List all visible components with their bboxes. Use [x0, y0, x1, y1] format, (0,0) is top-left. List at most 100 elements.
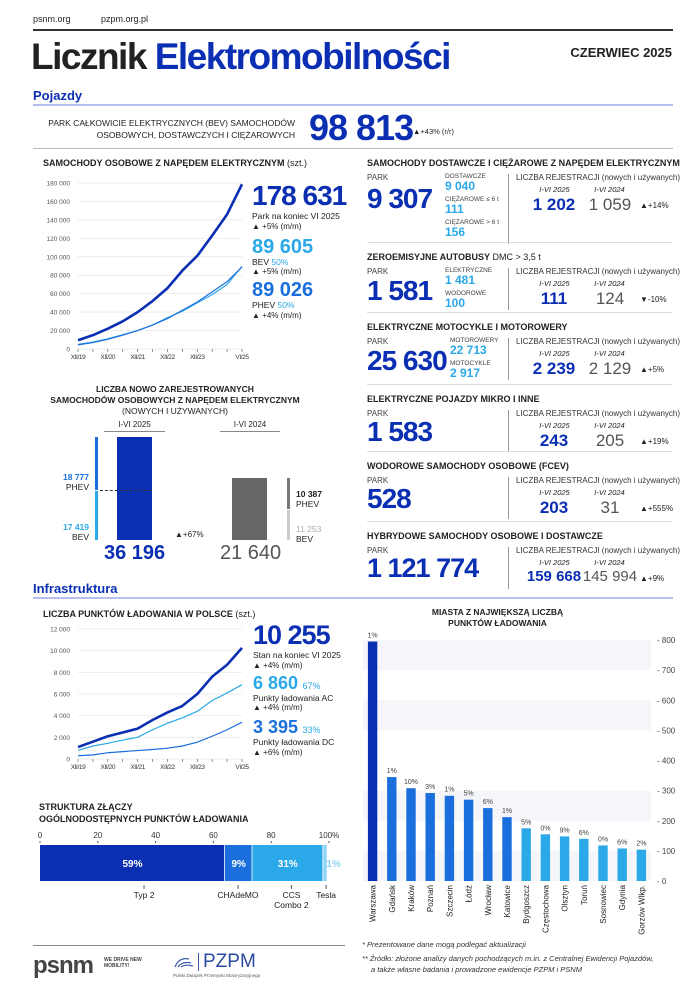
- city-bar: [598, 845, 608, 881]
- cities-title-1: MIASTA Z NAJWIĘKSZĄ LICZBĄ: [431, 607, 564, 617]
- cities-chart-title: MIASTA Z NAJWIĘKSZĄ LICZBĄ PUNKTÓW ŁADOWA…: [355, 607, 640, 629]
- city-data-label: 6%: [483, 799, 493, 806]
- city-label: Olsztyn: [561, 885, 570, 912]
- box-title-extra: DMC > 3,5 t: [490, 252, 541, 262]
- cars-chart-unit: (szt.): [287, 158, 308, 168]
- box-title-text: ELEKTRYCZNE MOTOCYKLE I MOTOROWERY: [367, 322, 568, 332]
- reg-phev24-value: 10 387: [296, 489, 322, 499]
- city-bar: [387, 777, 397, 881]
- connectors-title-2: OGÓLNODOSTĘPNYCH PUNKTÓW ŁADOWANIA: [39, 814, 249, 824]
- chargers-total-label: Stan na koniec VI 2025: [253, 650, 341, 660]
- box-separator: [508, 410, 509, 452]
- park-label: PARK: [367, 173, 389, 182]
- grid-band: [363, 640, 651, 671]
- reg-period-2: I-VI 2024: [594, 279, 625, 288]
- box-title-text: ELEKTRYCZNE POJAZDY MIKRO I INNE: [367, 394, 540, 404]
- park-value: 1 581: [367, 275, 433, 306]
- x-tick-label: XII/21: [130, 764, 145, 771]
- footnote-2: ** Źródło: złożone analizy danych pochod…: [362, 954, 654, 963]
- reg-value-2025: 111: [540, 289, 568, 308]
- x-tick-label: XII/23: [190, 764, 205, 771]
- city-label: Gdańsk: [388, 884, 397, 913]
- ac-value: 6 860: [253, 672, 299, 693]
- box-separator: [508, 477, 509, 519]
- reg-total-2025: 36 196: [104, 542, 166, 564]
- link-pzpm[interactable]: pzpm.org.pl: [101, 14, 149, 24]
- series-line-phev: [77, 266, 243, 346]
- cars-bev-label: BEV 50%: [252, 256, 346, 267]
- reg-phev25-value: 18 777: [63, 472, 89, 482]
- cars-bev: 89 605: [252, 235, 314, 258]
- reg-period-2024: I-VI 2024: [220, 420, 280, 432]
- series-line-dc: [77, 721, 243, 757]
- chargers-total-change: ▲ +4% (m/m): [253, 660, 303, 670]
- pzpm-subtitle: Polski Związek Przemysłu Motoryzacyjnego: [173, 973, 261, 978]
- city-label: Gorzów Wlkp.: [637, 885, 646, 935]
- city-data-label: 9%: [560, 827, 570, 834]
- chargers-legend: 10 255 Stan na koniec VI 2025 ▲ +4% (m/m…: [253, 622, 341, 757]
- divider: [33, 148, 673, 149]
- ac-label: Punkty ładowania AC: [253, 692, 334, 703]
- bev-park-change: ▲+43% (r/r): [413, 127, 454, 136]
- y-tick-label: - 800: [657, 636, 676, 645]
- box-title: ZEROEMISYJNE AUTOBUSY DMC > 3,5 t: [367, 252, 541, 262]
- city-bar: [463, 799, 474, 881]
- connector-category-label: Tesla: [316, 890, 336, 900]
- city-label: Katowice: [503, 884, 512, 917]
- pzpm-separator: [198, 953, 199, 971]
- bev-label: BEV: [252, 256, 270, 267]
- reg-value-2025: 203: [539, 498, 569, 517]
- box-divider: [367, 242, 672, 243]
- chargers-dc: 3 395 33%: [253, 718, 341, 737]
- box-title: HYBRYDOWE SAMOCHODY OSOBOWE I DOSTAWCZE: [367, 531, 603, 541]
- bev-park-label: PARK CAŁKOWICIE ELEKTRYCZNYCH (BEV) SAMO…: [48, 117, 295, 141]
- pzpm-logo: PZPM: [203, 951, 256, 972]
- connectors-bar-chart: 0 20 40 60 80 100% 59% Typ 2 9% CHAdeMO 31% CCSComb…: [38, 831, 341, 910]
- reg-value-2025: 1 202: [532, 195, 576, 214]
- x-tick-label: XII/20: [101, 764, 116, 771]
- reg-bev-2024: 11 253 BEV: [296, 524, 321, 544]
- city-data-label: 6%: [579, 830, 589, 837]
- reg-change: ▲+19%: [640, 437, 669, 446]
- connector-bar-segment: [323, 845, 327, 881]
- series-line-bev: [77, 265, 243, 345]
- reg-split-line: [100, 490, 152, 491]
- sub-label: DOSTAWCZE: [445, 173, 486, 180]
- page-title: Licznik Elektromobilności: [31, 36, 451, 78]
- box-separator: [508, 547, 509, 589]
- reg-period-2: I-VI 2024: [594, 421, 625, 430]
- link-psnm[interactable]: psnm.org: [33, 14, 71, 24]
- reg-change: ▲+5%: [640, 365, 665, 374]
- footer-rule: [33, 945, 345, 946]
- reg-change: ▲+9%: [640, 574, 665, 583]
- sub-label: CIĘŻAROWE ≤ 6 t: [445, 196, 499, 203]
- bev-park-value: 98 813: [309, 107, 414, 148]
- reg-bar-2024: [232, 478, 267, 540]
- reg-period-2025: I-VI 2025: [104, 420, 165, 432]
- city-data-label: 2%: [636, 841, 646, 848]
- city-bar: [540, 834, 551, 881]
- y-tick-label: - 300: [657, 787, 676, 796]
- x-tick-label: 20: [93, 831, 102, 840]
- connector-category-label: CHAdeMO: [217, 890, 258, 900]
- city-label: Toruń: [580, 885, 589, 905]
- connector-data-label: 59%: [122, 859, 142, 870]
- connector-data-label: 9%: [231, 859, 246, 870]
- y-tick-label: - 600: [657, 696, 676, 705]
- chargers-title-text: LICZBA PUNKTÓW ŁADOWANIA W POLSCE: [43, 609, 233, 619]
- park-value: 1 583: [367, 416, 433, 447]
- city-data-label: 1%: [444, 787, 454, 794]
- dc-change: ▲ +6% (m/m): [253, 747, 303, 757]
- y-tick-label: 140 000: [47, 217, 71, 224]
- reg-label: LICZBA REJESTRACJI (nowych i używanych): [516, 267, 681, 276]
- chargers-ac: 6 860 67%: [253, 674, 341, 693]
- x-tick-label: XII/20: [101, 354, 116, 361]
- city-label: Sosnowiec: [599, 885, 608, 924]
- box-title: SAMOCHODY DOSTAWCZE I CIĘŻAROWE Z NAPĘDE…: [367, 158, 680, 168]
- reg-label: LICZBA REJESTRACJI (nowych i używanych): [516, 476, 681, 485]
- y-tick-label: 12 000: [50, 627, 70, 634]
- city-label: Kraków: [407, 885, 416, 912]
- vehicle-box: WODOROWE SAMOCHODY OSOBOWE (FCEV) PARK 528…: [367, 461, 680, 521]
- sub-value: 9 040: [445, 179, 476, 193]
- y-tick-label: 80 000: [50, 273, 70, 280]
